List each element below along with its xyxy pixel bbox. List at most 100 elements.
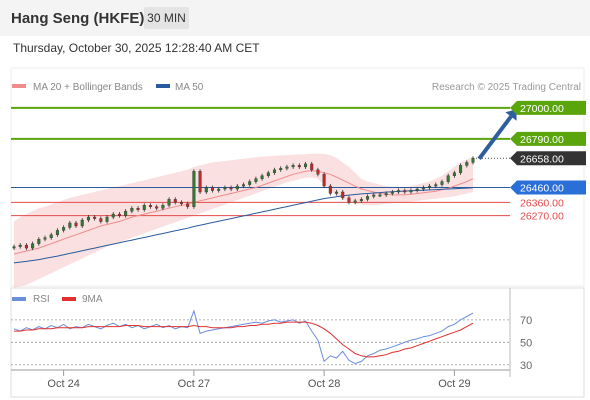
candle-body — [192, 171, 196, 207]
candle-body — [155, 206, 159, 209]
candle-body — [359, 199, 363, 202]
legend-label-ma50: MA 50 — [175, 82, 204, 93]
candle-body — [235, 185, 239, 190]
candle-body — [179, 202, 183, 204]
candle-body — [86, 216, 90, 221]
legend-swatch-rsi — [12, 297, 26, 301]
level-label-27000.00: 27000.00 — [520, 103, 564, 115]
candle-body — [18, 244, 22, 247]
candle-body — [130, 208, 134, 212]
candle-body — [105, 216, 109, 222]
candle-body — [241, 184, 245, 187]
candle-body — [93, 216, 97, 219]
rsi-ma-line — [14, 321, 474, 358]
candle-body — [390, 191, 394, 194]
legend-label-rsi: RSI — [33, 294, 50, 305]
candle-body — [335, 191, 339, 194]
candle-body — [353, 200, 357, 203]
candle-body — [124, 210, 128, 216]
candle-body — [136, 208, 140, 210]
arrow-shaft — [477, 115, 513, 160]
candle-body — [347, 197, 351, 203]
candle-body — [304, 163, 308, 168]
candle-body — [273, 169, 277, 173]
rsi-line — [13, 309, 474, 365]
main-panel-border — [10, 67, 585, 287]
legend-swatch-ma50 — [156, 84, 170, 88]
candle-body — [117, 213, 121, 216]
level-tag-26790.00 — [510, 131, 586, 146]
level-label-26270.00: 26270.00 — [520, 211, 564, 223]
level-labels: 27000.00 26790.00 26658.00 26460.00 26360.00… — [510, 100, 586, 223]
candle-body — [204, 187, 208, 193]
candle-body — [62, 227, 66, 231]
candle-body — [43, 237, 47, 240]
candle-body — [80, 219, 84, 227]
candle-body — [260, 175, 264, 179]
candle-body — [254, 178, 258, 182]
candle-body — [322, 174, 326, 187]
candle-body — [446, 175, 450, 182]
rsi-tick-50: 50 — [520, 337, 532, 349]
instrument-title: Hang Seng (HKFE) — [11, 10, 145, 27]
x-axis-ticks: Oct 24 Oct 27 Oct 28 Oct 29 — [47, 370, 471, 390]
watermark: Research © 2025 Trading Central — [432, 82, 581, 93]
candle-body — [217, 188, 221, 191]
legend-label-ma20: MA 20 + Bollinger Bands — [33, 82, 143, 93]
candle-body — [471, 158, 475, 163]
candle-body — [415, 188, 419, 191]
candle-body — [341, 191, 345, 199]
level-label-26460.00: 26460.00 — [520, 183, 564, 195]
candle-body — [403, 190, 407, 193]
moving-averages — [13, 170, 474, 264]
candle-body — [31, 243, 35, 249]
candle-body — [111, 213, 115, 218]
ma20-line — [13, 170, 474, 255]
level-label-26790.00: 26790.00 — [520, 134, 564, 146]
timestamp: Thursday, October 30, 2025 12:28:40 AM C… — [13, 41, 260, 55]
candle-body — [37, 239, 41, 244]
candle-body — [229, 187, 233, 190]
candle-body — [434, 184, 438, 187]
candle-body — [372, 194, 376, 197]
candle-body — [68, 222, 72, 228]
candle-body — [248, 181, 252, 185]
x-tick-label-Oct-27: Oct 27 — [178, 378, 210, 390]
arrow-head — [505, 109, 517, 121]
candle-body — [210, 187, 214, 191]
candle-body — [328, 185, 332, 194]
candle-body — [452, 172, 456, 176]
candle-body — [440, 181, 444, 185]
candle-body — [279, 168, 283, 171]
level-tag-26460.00 — [510, 180, 586, 195]
candle-body — [384, 193, 388, 196]
candle-body — [465, 162, 469, 166]
candle-body — [285, 166, 289, 169]
candle-body — [167, 199, 171, 206]
level-tag-27000.00 — [510, 100, 586, 115]
timeframe-button[interactable]: 30 MIN — [144, 7, 189, 29]
candle-body — [24, 244, 28, 249]
candle-body — [428, 185, 432, 188]
candle-body — [186, 203, 190, 207]
rsi-tick-70: 70 — [520, 315, 532, 327]
rsi-tick-30: 30 — [520, 360, 532, 372]
ma50-line — [13, 187, 474, 264]
candle-body — [291, 165, 295, 168]
candle-body — [316, 169, 320, 175]
rsi-legend: RSI 9MA — [12, 294, 103, 305]
legend-label-9ma: 9MA — [82, 294, 103, 305]
candle-body — [55, 230, 59, 235]
candle-body — [459, 165, 463, 173]
forecast-arrow — [477, 109, 517, 160]
price-levels — [11, 106, 510, 217]
x-tick-label-Oct-28: Oct 28 — [308, 378, 340, 390]
candle-body — [421, 187, 425, 190]
candle-body — [142, 205, 146, 210]
candle-body — [297, 165, 301, 168]
candle-body — [378, 194, 382, 197]
candle-body — [266, 172, 270, 176]
candle-body — [223, 187, 227, 190]
